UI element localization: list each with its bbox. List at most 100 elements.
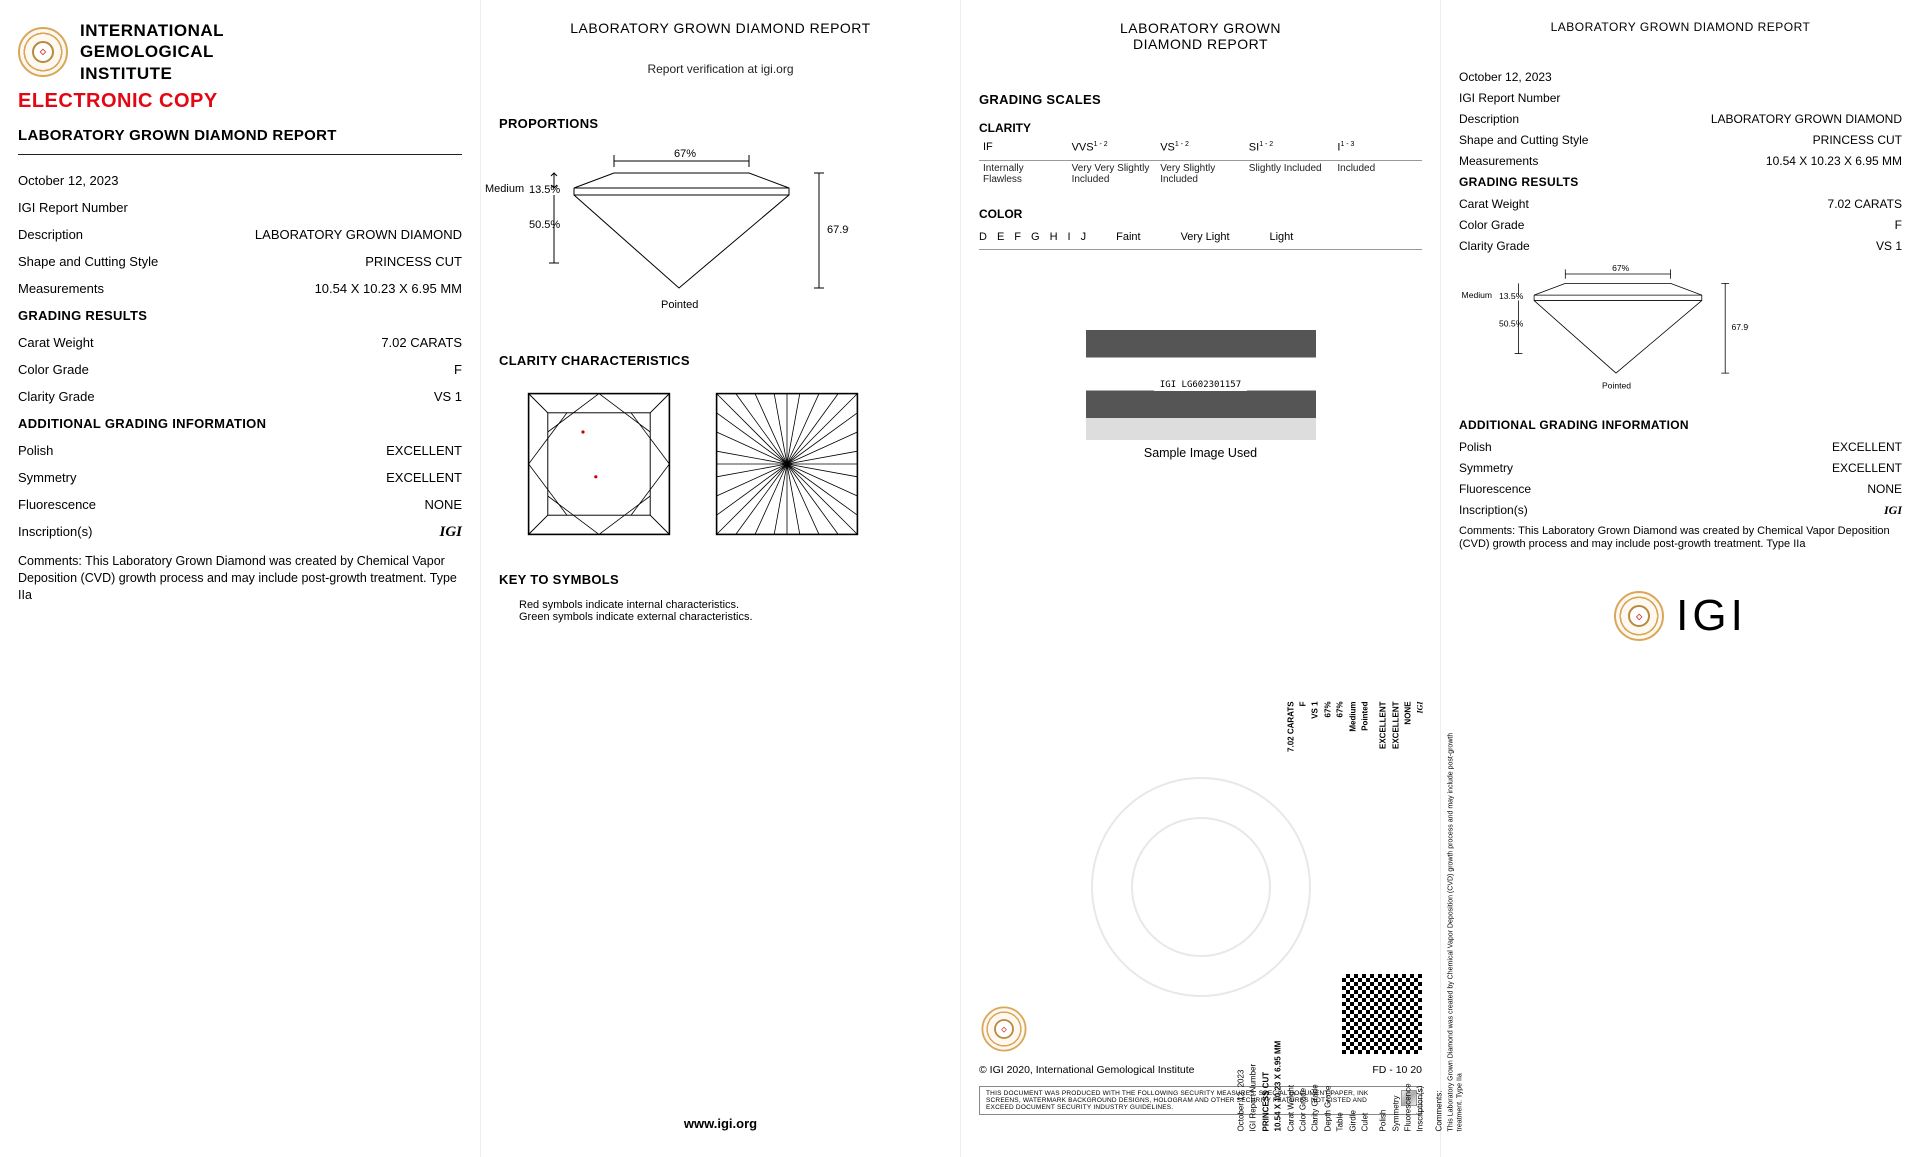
verification-text: Report verification at igi.org — [499, 62, 942, 76]
clarity-diagrams — [519, 384, 942, 544]
date-value: October 12, 2023 — [18, 173, 118, 188]
description-label: Description — [18, 227, 83, 242]
cl-4: H — [1050, 231, 1058, 243]
p4-additional-title: ADDITIONAL GRADING INFORMATION — [1459, 418, 1902, 432]
proportions-title: PROPORTIONS — [499, 116, 942, 131]
p4-comments-label: Comments: — [1459, 525, 1515, 537]
cl-3: G — [1031, 231, 1040, 243]
cl-5: I — [1068, 231, 1071, 243]
electronic-copy-label: ELECTRONIC COPY — [18, 90, 462, 113]
v-fl-v: NONE — [1404, 701, 1414, 724]
cr-2: Light — [1270, 231, 1294, 243]
p4-shape-row: Shape and Cutting StylePRINCESS CUT — [1459, 133, 1902, 147]
cl-0: D — [979, 231, 987, 243]
cl-1: E — [997, 231, 1004, 243]
polish-value: EXCELLENT — [386, 443, 462, 458]
p4-clar-label: Clarity Grade — [1459, 239, 1530, 253]
v-meas: 10.54 X 10.23 X 6.95 MM — [1274, 1040, 1284, 1131]
diamond-pavilion-view-icon — [707, 384, 867, 544]
p4-fluor-label: Fluorescence — [1459, 482, 1531, 496]
color-grade-label: Color Grade — [18, 362, 89, 377]
p4-comments-text: This Laboratory Grown Diamond was create… — [1459, 525, 1890, 550]
clarity-grade-value: VS 1 — [434, 389, 462, 404]
ch-0: IF — [983, 141, 993, 153]
ch-1: VVS — [1072, 142, 1094, 154]
shape-value: PRINCESS CUT — [365, 254, 462, 269]
svg-text:67%: 67% — [1612, 263, 1630, 273]
p4-clar-val: VS 1 — [1876, 239, 1902, 253]
v-cg-v: F — [1299, 701, 1309, 706]
p4-insc-row: Inscription(s)IGI — [1459, 503, 1902, 518]
v-cl-v: VS 1 — [1311, 701, 1321, 718]
key-green: Green symbols indicate external characte… — [519, 611, 942, 623]
polish-row: Polish EXCELLENT — [18, 443, 462, 458]
v-cu-v: Pointed — [1360, 701, 1370, 730]
table-pct: 67% — [674, 148, 696, 160]
cl-2: F — [1014, 231, 1021, 243]
p4-meas-label: Measurements — [1459, 154, 1538, 168]
v-po-v: EXCELLENT — [1379, 701, 1389, 749]
logo-header: ◇ INTERNATIONAL GEMOLOGICAL INSTITUTE — [18, 20, 462, 84]
carat-value: 7.02 CARATS — [381, 335, 462, 350]
color-scale-row: D E F G H I J Faint Very Light Light — [979, 231, 1422, 250]
measurements-label: Measurements — [18, 281, 104, 296]
footer-seal: ◇ — [982, 1007, 1027, 1052]
v-cg-l: Color Grade — [1299, 1087, 1309, 1131]
fluorescence-label: Fluorescence — [18, 497, 96, 512]
symmetry-label: Symmetry — [18, 470, 77, 485]
p4-color-row: Color GradeF — [1459, 218, 1902, 232]
panel3-title-b: DIAMOND REPORT — [979, 36, 1422, 52]
cr-1: Very Light — [1181, 231, 1230, 243]
p4-report-row: IGI Report Number — [1459, 91, 1902, 105]
svg-text:Pointed: Pointed — [1602, 381, 1631, 391]
proportions-diagram: Medium 67% 13.5% 50.5% 67.9% Poi — [529, 143, 849, 313]
depth-pct: 67.9% — [827, 224, 849, 236]
p4-girdle-label: Medium — [1462, 291, 1493, 300]
p4-polish-val: EXCELLENT — [1832, 440, 1902, 454]
p4-sym-label: Symmetry — [1459, 461, 1513, 475]
p4-shape-val: PRINCESS CUT — [1813, 133, 1902, 147]
p4-carat-val: 7.02 CARATS — [1828, 197, 1902, 211]
inst-line2: GEMOLOGICAL — [80, 41, 224, 62]
report-title: LABORATORY GROWN DIAMOND REPORT — [18, 127, 462, 144]
svg-text:67.9%: 67.9% — [1731, 322, 1748, 332]
comments-label: Comments: — [18, 554, 82, 568]
measurements-value: 10.54 X 10.23 X 6.95 MM — [315, 281, 462, 296]
v-rn-l: IGI Report Number — [1249, 1063, 1259, 1131]
color-scale-label: COLOR — [979, 207, 1422, 221]
color-grade-value: F — [454, 362, 462, 377]
svg-text:50.5%: 50.5% — [1499, 318, 1524, 328]
v-gd-v: Medium — [1348, 701, 1358, 731]
panel4-title: LABORATORY GROWN DIAMOND REPORT — [1459, 20, 1902, 34]
p4-desc-row: DescriptionLABORATORY GROWN DIAMOND — [1459, 112, 1902, 126]
p4-color-label: Color Grade — [1459, 218, 1524, 232]
sample-caption: Sample Image Used — [979, 446, 1422, 460]
v-sy-l: Symmetry — [1391, 1095, 1401, 1131]
v-fl-l: Fluorescence — [1404, 1083, 1414, 1131]
summary-vertical-card: October 12, 2023 IGI Report Number PRINC… — [1237, 701, 1465, 1131]
igi-seal-large: ◇ — [1614, 591, 1664, 641]
p4-insc-val: IGI — [1884, 503, 1902, 518]
clarity-grade-row: Clarity Grade VS 1 — [18, 389, 462, 404]
grading-results-title: GRADING RESULTS — [18, 308, 462, 323]
inscription-value: IGI — [439, 524, 462, 541]
diamond-top-view-icon — [519, 384, 679, 544]
cd-4: Included — [1333, 161, 1422, 187]
comments-block: Comments: This Laboratory Grown Diamond … — [18, 553, 462, 604]
p4-polish-label: Polish — [1459, 440, 1492, 454]
clarity-grade-label: Clarity Grade — [18, 389, 95, 404]
v-cl-l: Clarity Grade — [1311, 1084, 1321, 1131]
panel2-title: LABORATORY GROWN DIAMOND REPORT — [499, 20, 942, 36]
inscription-row: Inscription(s) IGI — [18, 524, 462, 541]
culet-label: Pointed — [661, 299, 698, 311]
v-date: October 12, 2023 — [1237, 1069, 1247, 1131]
inscription-label: Inscription(s) — [18, 524, 92, 539]
panel3-title-a: LABORATORY GROWN — [979, 20, 1422, 36]
description-value: LABORATORY GROWN DIAMOND — [255, 227, 462, 242]
v-cm-l: Comments: — [1434, 1090, 1444, 1131]
report-panel-2: LABORATORY GROWN DIAMOND REPORT Report v… — [480, 0, 960, 1157]
polish-label: Polish — [18, 443, 53, 458]
p4-desc-label: Description — [1459, 112, 1519, 126]
v-sy-v: EXCELLENT — [1391, 701, 1401, 749]
p4-rn-label: IGI Report Number — [1459, 91, 1560, 105]
